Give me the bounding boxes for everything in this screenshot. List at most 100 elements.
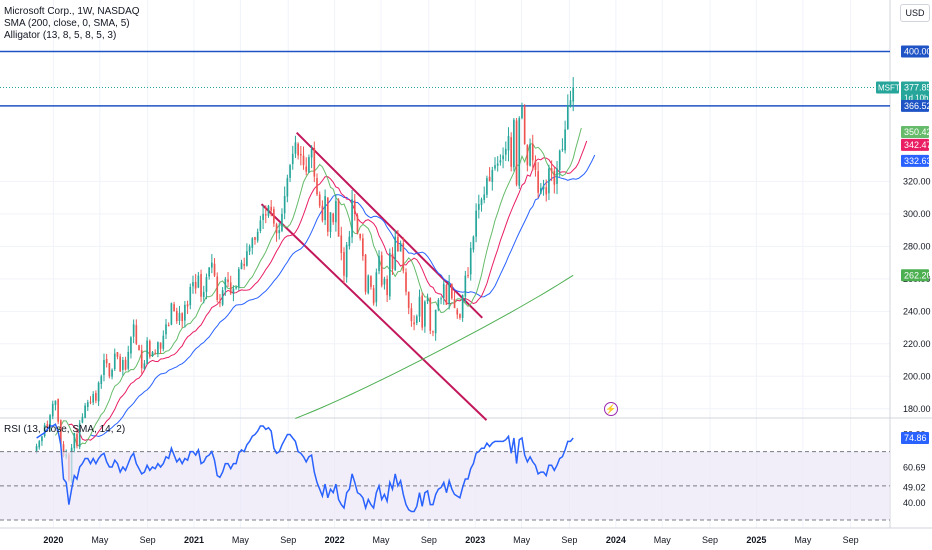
candle-body [251, 238, 254, 248]
candle-body [513, 119, 515, 168]
candle-body [84, 405, 86, 418]
candle-body [324, 196, 326, 221]
candle-body [515, 120, 518, 185]
candle-body [391, 253, 394, 270]
candle-body [491, 170, 494, 183]
candle-body [564, 129, 566, 151]
candle-body [318, 194, 321, 206]
candle-body [262, 213, 264, 220]
candle-body [59, 420, 62, 445]
candle-body [343, 252, 345, 276]
candle-body [321, 205, 324, 221]
candle-body [499, 160, 502, 163]
candle-body [178, 312, 181, 321]
candle-body [38, 441, 41, 448]
candle-body [281, 213, 283, 231]
price-tick-label: 320.00 [903, 176, 931, 186]
candle-body [232, 288, 235, 294]
candle-body [421, 295, 424, 328]
price-tick-label: 280.00 [903, 241, 931, 251]
candle-body [289, 165, 291, 178]
candle-body [488, 176, 491, 182]
price-tick-label: 200.00 [903, 371, 931, 381]
candle-body [175, 311, 178, 322]
candle-body [111, 369, 113, 377]
candle-body [459, 314, 461, 318]
rsi-tick-label: 49.02 [903, 482, 926, 492]
candle-body [542, 186, 545, 190]
candle-body [192, 282, 194, 287]
candle-body [105, 358, 108, 364]
candle-body [267, 205, 270, 216]
horizontal-lines [0, 50, 890, 107]
candle-body [413, 322, 415, 325]
candle-body [237, 269, 240, 288]
candle-body [378, 256, 380, 272]
sma-legend[interactable]: SMA (200, close, 0, SMA, 5) [4, 18, 130, 29]
candle-body [211, 262, 213, 268]
candle-body [405, 272, 407, 292]
candle-body [432, 331, 434, 333]
candle-body [386, 279, 388, 296]
alligator-legend[interactable]: Alligator (13, 8, 5, 8, 5, 3) [4, 30, 117, 41]
candle-body [173, 304, 175, 312]
rsi-legend[interactable]: RSI (13, close, SMA, 14, 2) [4, 424, 126, 435]
candle-body [62, 444, 65, 456]
candle-body [370, 276, 372, 287]
candle-body [445, 285, 448, 305]
candle-body [89, 401, 92, 403]
candle-body [165, 324, 167, 335]
candle-body [556, 168, 558, 184]
flash-event-icon[interactable]: ⚡ [604, 402, 618, 416]
candle-body [229, 282, 232, 294]
time-tick-label: Sep [561, 535, 577, 545]
candle-body [561, 148, 564, 150]
candle-body [170, 303, 173, 325]
candle-body [213, 263, 216, 276]
candle-body [46, 424, 49, 429]
candle-body [81, 416, 84, 423]
candle-body [359, 233, 361, 239]
currency-button[interactable]: USD [900, 4, 930, 22]
candle-body [103, 360, 105, 376]
candle-body [388, 252, 391, 297]
candle-body [186, 304, 189, 307]
sma200-line [295, 274, 574, 419]
time-tick-label: 2024 [606, 535, 626, 545]
candle-body [367, 275, 370, 294]
candle-body [566, 105, 569, 129]
candle-body [148, 341, 151, 357]
candle-body [310, 148, 313, 158]
candle-body [397, 236, 399, 252]
price-label-text: 350.42 [904, 127, 932, 137]
time-tick-label: May [513, 535, 531, 545]
price-label-text: 400.00 [904, 46, 932, 56]
time-tick-label: May [232, 535, 250, 545]
candle-body [189, 286, 192, 306]
candle-body [278, 230, 281, 233]
candle-body [264, 214, 267, 216]
candle-body [456, 309, 459, 315]
candle-body [545, 187, 548, 195]
candle-body [97, 382, 100, 402]
candle-body [407, 291, 410, 309]
candle-body [194, 281, 197, 289]
price-label-text: 366.52 [904, 101, 932, 111]
symbol-line[interactable]: Microsoft Corp., 1W, NASDAQ [4, 6, 140, 17]
price-label-text: 377.85 [904, 82, 932, 92]
candle-body [132, 324, 135, 337]
descending-channel [260, 131, 488, 421]
price-tick-label: 180.00 [903, 404, 931, 414]
candle-body [424, 301, 426, 327]
candle-body [35, 446, 38, 451]
alligator-teeth-line [68, 140, 588, 441]
candle-body [362, 238, 364, 257]
chart-legend: Microsoft Corp., 1W, NASDAQ SMA (200, cl… [4, 6, 140, 42]
candle-body [461, 295, 464, 318]
candle-body [337, 199, 340, 237]
candle-body [124, 359, 127, 370]
candle-body [51, 403, 54, 417]
rsi-value-text: 74.86 [904, 433, 927, 443]
rsi-value-box [901, 431, 929, 444]
